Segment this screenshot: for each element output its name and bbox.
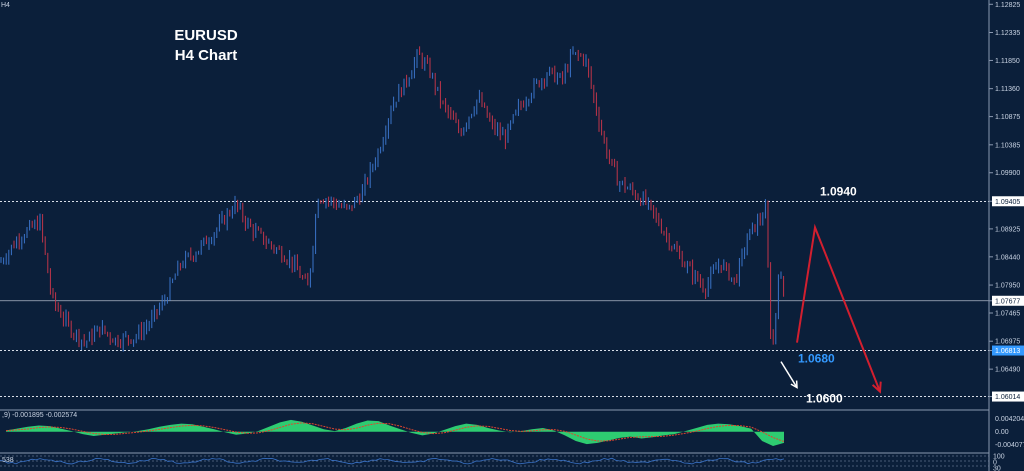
price-tick-label: 1.06813 [995,348,1020,355]
down-arrow-head [790,380,798,389]
macd-tick-label: 0.00 [995,429,1009,436]
macd-tick-label: -0.004077 [995,442,1024,449]
price-tick-label: 1.07465 [995,310,1020,317]
price-tick-label: 1.12825 [995,2,1020,9]
price-level-badge [992,295,1024,306]
price-tick-label: 1.09900 [995,170,1020,177]
price-tick-label: 1.08440 [995,254,1020,261]
price-axis: 1.12825 1.12335 1.11850 1.11360 1.10875 1.103… [989,2,1024,402]
price-tick-label: 1.10385 [995,142,1020,149]
price-tick-label: 1.09405 [995,199,1020,206]
price-level-badge [992,345,1024,356]
macd-tick-label: 0.004204 [995,416,1024,423]
down-arrow-shaft [780,361,798,388]
macd-panel[interactable] [5,419,785,447]
price-level-label: 1.0600 [806,392,843,406]
price-level-badge [992,391,1024,402]
price-tick-label: 1.06490 [995,367,1020,374]
price-tick-label: 1.07677 [995,298,1020,305]
price-tick-label: 1.11360 [995,86,1020,93]
chart-symbol-title: EURUSD [174,27,238,44]
oscillator-line [0,457,785,465]
macd-axis: 0.004204 0.00 -0.004077 [995,416,1024,449]
oscillator-tick-label: 30 [993,466,1001,471]
price-level-label: 1.0680 [798,352,835,366]
timeframe-corner-label: H4 [1,2,10,9]
price-tick-label: 1.12335 [995,30,1020,37]
forecast-path [796,223,881,392]
oscillator-indicator-label: 538 [2,457,14,464]
price-level-label: 1.0940 [820,185,857,199]
oscillator-tick-label: 100 [993,454,1005,461]
forecast-arrowhead [871,381,882,394]
price-level-badge [992,196,1024,207]
macd-signal-line [5,422,785,443]
macd-indicator-label: ,9) -0.001895 -0.002574 [2,412,77,419]
chart-timeframe-title: H4 Chart [175,47,238,64]
price-tick-label: 1.10875 [995,114,1020,121]
oscillator-tick-label: 0 [993,460,997,467]
price-tick-label: 1.07950 [995,283,1020,290]
price-tick-label: 1.08925 [995,226,1020,233]
price-tick-label: 1.06014 [995,394,1020,401]
price-panel[interactable]: 1.0940 1.0680 1.0600 [0,46,989,406]
price-tick-label: 1.11850 [995,58,1020,65]
price-tick-label: 1.06975 [995,339,1020,346]
